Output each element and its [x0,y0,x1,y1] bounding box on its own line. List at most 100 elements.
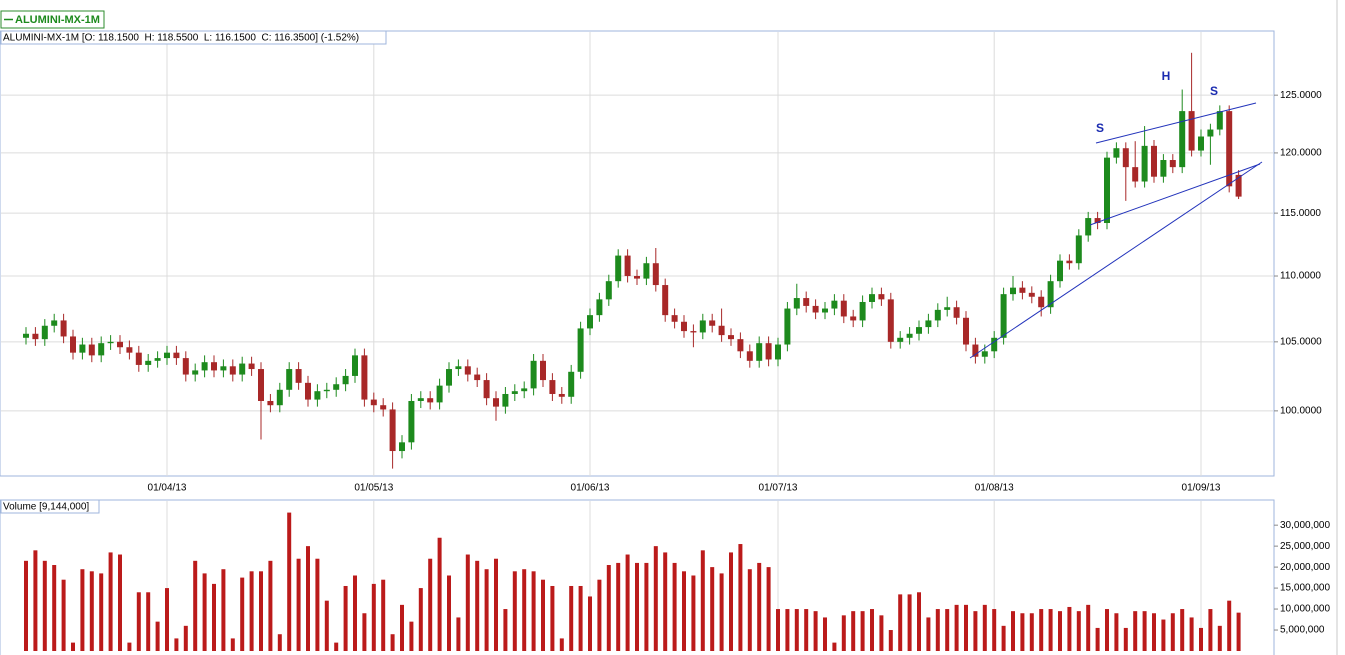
candle-body [1169,160,1176,168]
candle-body [389,409,396,452]
volume-bar [888,630,893,651]
candle-body [399,442,405,452]
candle-body [323,389,330,392]
volume-bar [80,569,85,651]
candle-body [1047,281,1054,308]
volume-bar [202,573,207,651]
volume-bar [494,558,498,651]
volume-bar [33,550,38,651]
candle-body [1141,145,1148,182]
volume-bar [531,571,536,651]
y-tick-label: 115.0000 [1280,208,1321,219]
legend-box [0,10,105,29]
volume-bar [982,604,987,651]
volume-bar [437,537,442,651]
candle-body [624,255,631,277]
candle-body [540,360,546,381]
candle-body [1198,136,1204,151]
candle-body [840,300,847,317]
volume-bar [165,588,169,651]
volume-bar [1227,600,1232,651]
volume-bar [230,638,235,651]
volume-bar [719,573,724,651]
candle-body [916,327,922,334]
volume-bar [221,569,226,651]
volume-bar [174,638,179,651]
candle-body [60,320,67,337]
candle-body [765,343,772,360]
volume-bar [512,571,517,651]
volume-bar [710,567,715,651]
volume-bar [541,579,545,651]
candle-body [784,308,791,345]
candle-body [577,328,584,372]
candle-body [643,263,650,279]
pattern-label: S [1210,84,1218,98]
trend-line [969,161,1263,359]
candle-body [342,375,349,385]
volume-bar [1020,613,1025,651]
volume-bar [456,617,461,651]
candle-body [70,336,76,353]
candle-body [934,309,941,321]
candle-body [258,369,264,401]
candle-body [887,299,894,342]
volume-bar [794,609,799,651]
candle-body [352,355,358,376]
candle-body [1028,292,1035,297]
candle-body [662,285,669,316]
volume-bar [832,642,837,651]
candle-body [417,398,424,401]
volume-bar [588,596,592,651]
volume-bar [926,617,931,651]
candle-body [596,299,603,316]
volume-bar [315,558,320,651]
volume-bar [146,592,151,651]
volume-bar [578,585,583,651]
volume-bar [1133,611,1138,651]
volume-bar [1076,611,1081,651]
volume-bar [964,604,968,651]
candle-body [530,360,537,389]
candle-body [361,355,368,400]
candle-body [981,351,988,357]
candle-body [756,343,763,361]
volume-bar [343,585,348,651]
volume-bar [597,579,602,651]
candle-body [446,369,452,386]
candle-body [728,335,734,340]
candle-body [380,405,387,410]
volume-bar [418,588,423,651]
volume-bar [381,579,386,651]
volume-bar [127,642,132,651]
candle-body [1188,111,1195,151]
volume-bar [1086,604,1091,651]
volume-bar [71,642,75,651]
pattern-label: S [1096,121,1104,135]
candle-body [436,385,443,403]
volume-bar [776,609,780,651]
volume-bar [1236,612,1241,651]
volume-bar [212,583,216,651]
volume-bar [935,609,940,651]
volume-bar [1001,625,1006,651]
y-tick-label: 20,000,000 [1280,562,1330,573]
volume-bar [907,594,912,651]
x-tick-label: 01/07/13 [759,483,798,494]
candle-body [1122,148,1129,168]
candle-body [79,344,86,353]
candle-body [276,389,283,406]
volume-bar [118,554,122,651]
candle-body [925,320,932,328]
volume-bar [334,642,339,651]
volume-bar [691,575,696,651]
volume-bar [813,611,818,651]
candle-body [98,343,105,356]
y-tick-label: 10,000,000 [1280,604,1330,615]
candle-body [587,315,593,329]
candle-body [1160,160,1167,177]
volume-bar [644,562,649,651]
volume-bar [729,552,733,651]
candle-body [972,344,979,357]
candle-body [746,351,753,361]
